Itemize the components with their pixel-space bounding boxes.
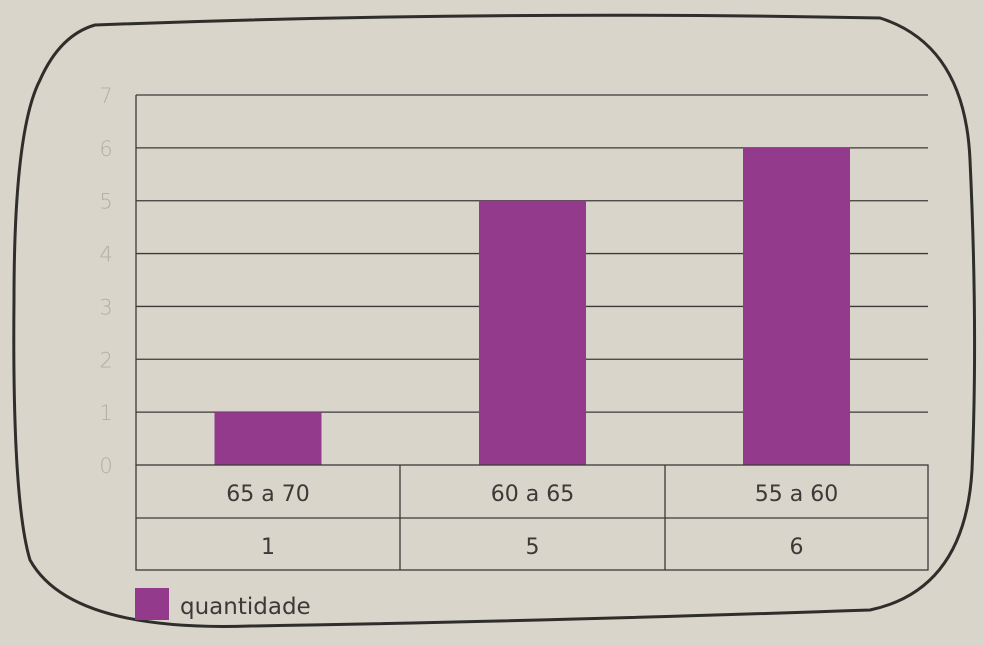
legend-label: quantidade: [180, 594, 311, 620]
legend: quantidade: [135, 588, 311, 620]
y-tick-label: 6: [99, 137, 112, 161]
y-tick-label: 7: [99, 84, 112, 108]
rounded-frame: [12, 13, 977, 628]
bars: [214, 147, 850, 465]
y-tick-label: 4: [99, 243, 112, 267]
category-label: 55 a 60: [755, 482, 838, 507]
y-tick-label: 2: [99, 348, 112, 372]
legend-swatch: [135, 588, 169, 620]
y-tick-label: 1: [99, 401, 112, 425]
category-label: 65 a 70: [226, 482, 309, 507]
y-tick-label: 3: [99, 295, 112, 319]
y-tick-label: 5: [99, 190, 112, 214]
category-label: 60 a 65: [491, 482, 574, 507]
y-axis-ticks: 0 1 2 3 4 5 6 7: [99, 84, 112, 478]
bar: [214, 412, 322, 465]
category-table: 65 a 70 1 60 a 65 5 55 a 60 6: [135, 464, 929, 571]
value-label: 6: [790, 535, 804, 560]
value-label: 1: [261, 535, 275, 560]
y-tick-label: 0: [99, 454, 112, 478]
value-label: 5: [526, 535, 540, 560]
bar: [479, 200, 586, 465]
bar: [743, 147, 850, 465]
